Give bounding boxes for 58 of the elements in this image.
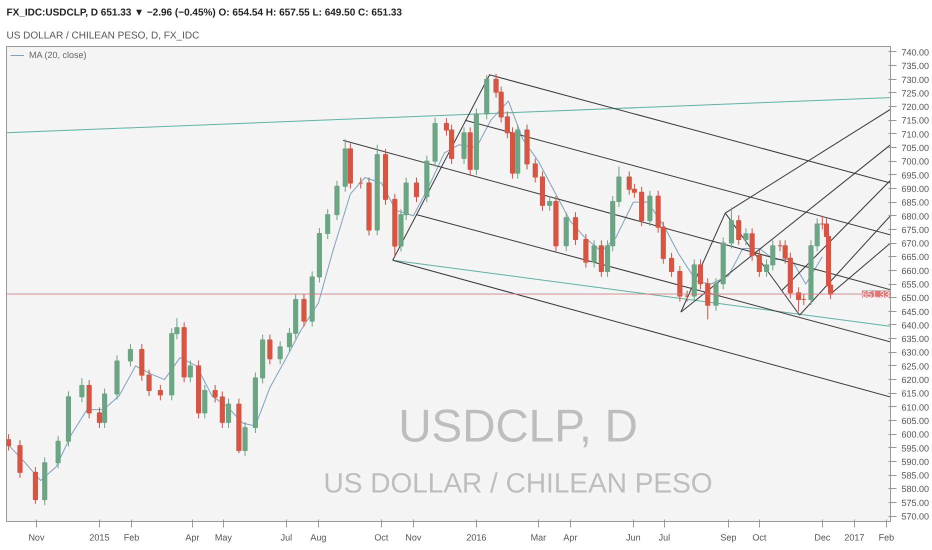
y-tick-label: 680.00 [902, 211, 930, 222]
x-tick-label: Sep [720, 532, 736, 542]
y-tick-label: 630.00 [902, 348, 930, 358]
y-tick-label: 725.00 [902, 88, 930, 98]
y-tick-label: 595.00 [902, 443, 930, 454]
y-tick-label: 640.00 [902, 320, 930, 330]
ref-line-label: 651.33 [862, 290, 890, 300]
y-tick-label: 710.00 [902, 129, 930, 140]
y-tick-label: 605.00 [902, 416, 930, 426]
y-tick-label: 730.00 [902, 74, 930, 85]
x-tick-label: Dec [814, 532, 831, 542]
y-tick-label: 600.00 [902, 430, 930, 440]
x-tick-label: Feb [878, 532, 894, 542]
y-tick-label: 585.00 [902, 470, 930, 481]
y-tick-label: 575.00 [902, 498, 930, 508]
y-tick-label: 665.00 [902, 252, 930, 262]
chart-subtitle: FX_IDC:USDCLP, D 651.33 ▼ −2.96 (−0.45%) O: 654.54 H: 657.55 L: 649.50 C: 651.33 [6, 8, 402, 18]
x-tick-label: Oct [752, 532, 767, 542]
y-tick-label: 700.00 [902, 156, 930, 167]
x-tick-label: Oct [374, 532, 389, 542]
y-tick-label: 720.00 [902, 102, 930, 112]
y-tick-label: 610.00 [902, 402, 930, 412]
y-tick-label: 735.00 [902, 61, 930, 72]
x-tick-label: Nov [28, 532, 45, 542]
x-tick-label: 2017 [844, 532, 864, 542]
x-tick-label: Apr [563, 532, 578, 542]
y-tick-label: 650.00 [902, 293, 930, 304]
y-tick-label: 695.00 [902, 170, 930, 180]
x-tick-label: Aug [310, 532, 326, 542]
y-tick-label: 715.00 [902, 116, 930, 126]
y-tick-label: 645.00 [902, 306, 930, 317]
chart-title: US DOLLAR / CHILEAN PESO, D, FX_IDC [6, 30, 200, 42]
y-tick-label: 660.00 [902, 266, 930, 276]
y-tick-label: 580.00 [902, 484, 930, 494]
y-tick-label: 590.00 [902, 456, 930, 467]
legend-label: MA (20, close) [29, 50, 87, 60]
y-tick-label: 615.00 [902, 388, 930, 399]
y-tick-label: 685.00 [902, 198, 930, 208]
y-tick-label: 690.00 [902, 184, 930, 194]
y-tick-label: 705.00 [902, 143, 930, 154]
y-tick-label: 670.00 [902, 238, 930, 249]
x-tick-label: 2015 [89, 532, 110, 542]
y-tick-label: 620.00 [902, 375, 930, 386]
y-tick-label: 740.00 [902, 47, 930, 58]
x-tick-label: Feb [124, 532, 140, 542]
x-tick-label: 2016 [466, 532, 486, 542]
y-tick-label: 625.00 [902, 361, 930, 372]
x-tick-label: Jul [658, 532, 670, 542]
x-tick-label: Nov [405, 532, 422, 542]
y-tick-label: 675.00 [902, 224, 930, 235]
x-tick-label: Jun [626, 532, 641, 542]
x-tick-label: May [214, 532, 232, 542]
y-tick-label: 635.00 [902, 334, 930, 344]
x-tick-label: Jul [280, 532, 292, 542]
y-tick-label: 655.00 [902, 280, 930, 290]
x-tick-label: Apr [185, 532, 200, 542]
y-tick-label: 570.00 [902, 512, 930, 522]
x-tick-label: Mar [530, 532, 546, 542]
